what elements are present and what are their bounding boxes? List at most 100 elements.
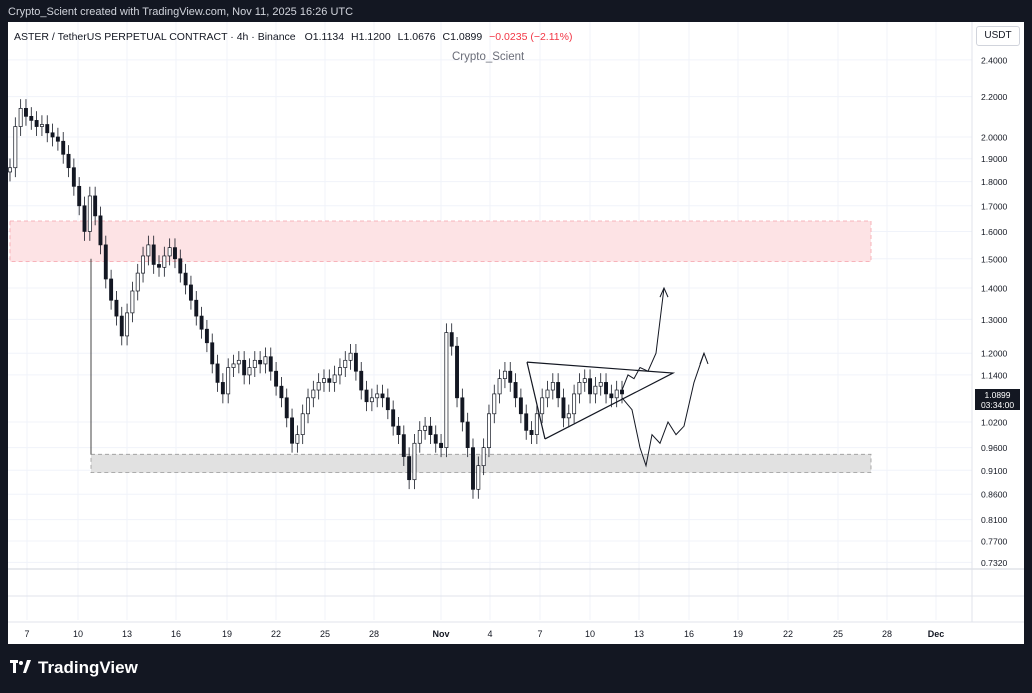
candle-down xyxy=(34,120,39,127)
candle-down xyxy=(173,247,177,260)
candle-up xyxy=(598,382,603,387)
retest-projection-path xyxy=(621,353,705,468)
candle-up xyxy=(247,367,252,376)
time-tick-label: Nov xyxy=(432,629,449,639)
time-tick-label: 7 xyxy=(24,629,29,639)
triangle-left-edge xyxy=(526,361,546,440)
ohlc-open: O1.1134 xyxy=(304,31,345,43)
candle-down xyxy=(561,397,566,419)
chart-area[interactable] xyxy=(8,22,1024,644)
drawings xyxy=(526,286,709,468)
candle-up xyxy=(263,356,268,365)
candle-up xyxy=(135,272,140,292)
candle-down xyxy=(364,389,369,403)
candle-up xyxy=(476,465,481,490)
candle-down xyxy=(61,140,66,155)
candle-up xyxy=(167,247,172,257)
price-tick-label: 0.7700 xyxy=(981,537,1008,547)
time-tick-label: 28 xyxy=(882,629,892,639)
candle-down xyxy=(455,345,459,399)
ohlc-high: H1.1200 xyxy=(351,31,391,43)
price-tick-label: 1.4000 xyxy=(981,283,1008,293)
candle-up xyxy=(252,359,257,368)
candle-down xyxy=(588,378,593,395)
candle-up xyxy=(337,367,342,376)
candle-up xyxy=(417,430,422,444)
candle-down xyxy=(274,370,279,387)
price-tick-label: 2.0000 xyxy=(981,133,1008,143)
price-tick-label: 1.6000 xyxy=(981,227,1008,237)
candle-down xyxy=(620,389,624,395)
price-tick-label: 1.9000 xyxy=(981,154,1008,164)
candle-up xyxy=(87,195,92,232)
currency-selector[interactable]: USDT xyxy=(976,26,1020,46)
candle-down xyxy=(178,258,183,274)
candle-up xyxy=(593,385,598,395)
candle-up xyxy=(481,447,486,467)
candle-up xyxy=(295,434,300,444)
time-tick-label: 19 xyxy=(222,629,232,639)
candle-up xyxy=(614,389,619,399)
price-tick-label: 0.9100 xyxy=(981,466,1008,476)
candle-down xyxy=(183,272,188,286)
candle-down xyxy=(242,359,247,376)
arrow-up-icon xyxy=(659,286,669,298)
price-tick-label: 1.3000 xyxy=(981,315,1008,325)
time-tick-label: 13 xyxy=(122,629,132,639)
time-tick-label: 22 xyxy=(783,629,793,639)
candle-up xyxy=(497,378,502,395)
candles xyxy=(8,99,624,499)
symbol-name[interactable]: ASTER / TetherUS PERPETUAL CONTRACT · 4h… xyxy=(14,31,296,43)
candle-down xyxy=(45,124,50,134)
candle-down xyxy=(518,397,523,415)
candle-up xyxy=(492,393,497,415)
candle-up xyxy=(322,378,326,383)
arrow-up-icon xyxy=(699,351,709,365)
candle-up xyxy=(534,413,539,435)
candle-down xyxy=(151,244,156,265)
candle-down xyxy=(401,434,406,457)
candle-down xyxy=(66,153,71,169)
symbol-legend[interactable]: ASTER / TetherUS PERPETUAL CONTRACT · 4h… xyxy=(14,31,572,43)
ohlc-close: C1.0899 xyxy=(442,31,483,43)
time-tick-label: 25 xyxy=(833,629,843,639)
candle-up xyxy=(13,126,18,169)
candle-down xyxy=(529,430,534,435)
last-price-value: 1.0899 xyxy=(984,390,1011,400)
candle-up xyxy=(540,397,545,415)
price-tick-label: 1.0200 xyxy=(981,417,1008,427)
candle-up xyxy=(8,167,12,173)
time-tick-label: 4 xyxy=(487,629,492,639)
candle-down xyxy=(391,409,396,427)
time-tick-label: 7 xyxy=(537,629,542,639)
time-tick-label: 16 xyxy=(171,629,181,639)
time-tick-label: 10 xyxy=(73,629,83,639)
bullish-projection-path xyxy=(621,287,665,391)
candle-up xyxy=(231,363,236,368)
candle-up xyxy=(300,413,305,435)
candle-down xyxy=(284,397,289,419)
candle-up xyxy=(375,393,380,399)
time-tick-label: 10 xyxy=(585,629,595,639)
ohlc-change: −0.0235 (−2.11%) xyxy=(489,31,573,43)
candle-up xyxy=(332,374,337,383)
candle-down xyxy=(204,328,209,344)
candle-down xyxy=(508,370,513,383)
candle-up xyxy=(487,413,491,449)
ohlc-low: L1.0676 xyxy=(397,31,436,43)
time-tick-label: 19 xyxy=(733,629,743,639)
author-watermark: Crypto_Scient xyxy=(452,51,525,63)
tradingview-logo[interactable]: TradingView xyxy=(10,658,138,678)
candle-down xyxy=(210,342,215,365)
time-tick-label: 25 xyxy=(320,629,330,639)
price-tick-label: 1.8000 xyxy=(981,177,1008,187)
candle-countdown: 03:34:00 xyxy=(980,400,1015,410)
price-tick-label: 2.4000 xyxy=(981,55,1008,65)
candle-up xyxy=(566,413,571,419)
candle-down xyxy=(50,132,55,138)
candle-up xyxy=(412,442,417,481)
support-zone xyxy=(90,453,872,474)
candle-down xyxy=(279,385,284,399)
